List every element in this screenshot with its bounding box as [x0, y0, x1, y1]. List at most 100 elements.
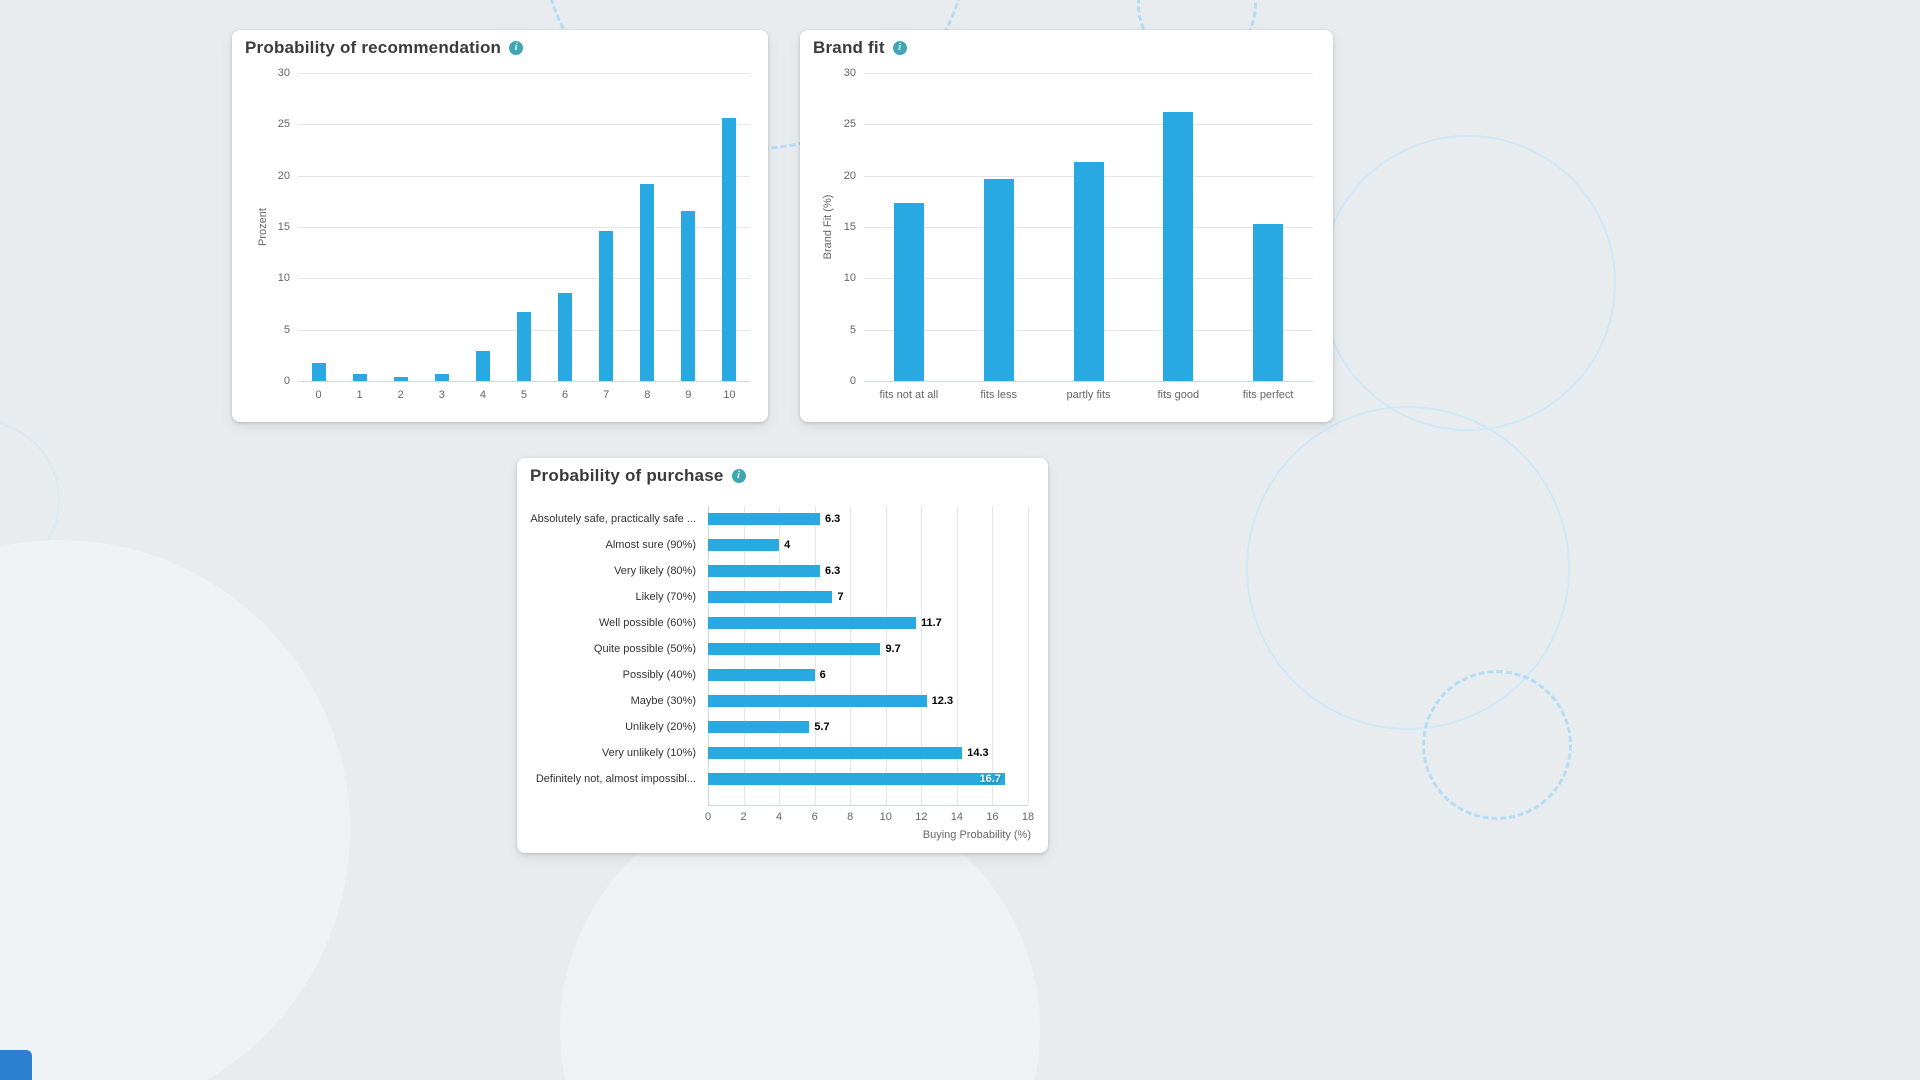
category-label: Definitely not, almost impossibl...	[535, 773, 696, 785]
x-axis-tick-label: 6	[811, 811, 818, 823]
y-axis-title: Brand Fit (%)	[822, 194, 834, 260]
value-label: 5.7	[814, 721, 830, 733]
x-axis-category-label: fits not at all	[879, 389, 939, 401]
y-axis-tick-label: 30	[277, 67, 290, 79]
gridline	[921, 506, 923, 805]
bar[interactable]	[1253, 223, 1284, 381]
category-label: Very likely (80%)	[614, 565, 696, 577]
x-axis-category-label: 8	[644, 389, 651, 401]
x-axis-title: Buying Probability (%)	[922, 829, 1031, 841]
x-axis-category-label: 4	[479, 389, 486, 401]
bar[interactable]	[708, 513, 820, 525]
info-icon[interactable]: i	[509, 41, 524, 55]
value-label: 6.3	[825, 513, 841, 525]
y-axis-tick-label: 20	[843, 169, 856, 182]
y-axis-tick-label: 0	[283, 375, 290, 387]
x-axis-category-label: fits less	[980, 389, 1018, 401]
gridline	[298, 175, 750, 177]
gridline	[850, 506, 852, 805]
y-axis-tick-label: 20	[277, 169, 290, 182]
y-axis-tick-label: 10	[277, 272, 290, 285]
chart-title: Probability of purchase	[530, 466, 724, 485]
x-axis-category-label: 5	[520, 389, 528, 401]
bar[interactable]	[599, 231, 614, 381]
x-axis-category-label: 1	[356, 389, 363, 401]
value-label: 6	[819, 669, 826, 681]
gridline	[885, 506, 887, 805]
bar[interactable]	[708, 773, 1005, 785]
info-icon[interactable]: i	[731, 469, 746, 483]
gridline	[814, 506, 816, 805]
bar[interactable]	[983, 178, 1014, 381]
x-axis-category-label: 0	[315, 389, 322, 401]
x-axis-tick-label: 2	[740, 811, 747, 823]
x-axis-line	[864, 381, 1313, 382]
y-axis-title: Prozent	[257, 208, 269, 246]
bar[interactable]	[1163, 112, 1194, 381]
value-label: 12.3	[931, 695, 954, 707]
bar[interactable]	[475, 351, 490, 381]
category-axis-line	[708, 506, 709, 805]
bar[interactable]	[893, 203, 924, 381]
y-axis-tick-label: 10	[843, 272, 856, 285]
category-label: Very unlikely (10%)	[601, 747, 696, 759]
category-label: Almost sure (90%)	[605, 539, 696, 551]
y-axis-tick-label: 30	[843, 67, 856, 79]
circle-decoration	[1320, 135, 1616, 431]
dashed-circle-decoration	[1422, 670, 1572, 820]
bar[interactable]	[311, 362, 326, 381]
gridline	[298, 227, 750, 228]
bar[interactable]	[1073, 162, 1104, 381]
circle-decoration	[1246, 406, 1570, 730]
bar[interactable]	[640, 183, 655, 381]
bar[interactable]	[722, 118, 737, 381]
x-axis-tick-label: 16	[986, 811, 999, 823]
bar[interactable]	[708, 565, 820, 577]
card-brand-fit: Brand fit i 0 5 10 15 20 25 30 fits not at all f…	[800, 30, 1333, 422]
bar[interactable]	[681, 210, 696, 381]
x-axis-tick-label: 14	[950, 811, 963, 823]
gridline	[298, 124, 750, 126]
category-label: Well possible (60%)	[598, 617, 696, 629]
chat-widget-corner[interactable]	[0, 1050, 32, 1080]
bar[interactable]	[708, 669, 815, 681]
gridline	[298, 278, 750, 280]
info-icon[interactable]: i	[892, 41, 907, 55]
bar[interactable]	[708, 695, 927, 707]
card-probability-of-recommendation: Probability of recommendation i 0 5 10 15 20…	[232, 30, 768, 422]
x-axis-category-label: fits good	[1157, 389, 1200, 401]
y-axis-tick-label: 0	[849, 375, 856, 387]
bar[interactable]	[708, 591, 833, 603]
x-axis-category-label: 10	[723, 389, 736, 401]
bar[interactable]	[393, 376, 408, 381]
gridline	[956, 506, 958, 805]
card-header: Brand fit i	[813, 38, 907, 58]
bar[interactable]	[352, 373, 367, 381]
bar[interactable]	[558, 292, 573, 381]
bar[interactable]	[434, 373, 449, 381]
x-axis-line	[298, 381, 750, 382]
card-header: Probability of recommendation i	[245, 38, 524, 58]
gridline	[864, 73, 1313, 74]
gridline	[298, 73, 750, 74]
gridline	[1028, 506, 1029, 805]
bar[interactable]	[708, 643, 881, 655]
x-axis-tick-label: 8	[847, 811, 854, 823]
bar[interactable]	[517, 312, 531, 381]
category-label: Possibly (40%)	[622, 669, 696, 681]
value-label: 11.7	[921, 617, 942, 629]
brand-fit-chart: 0 5 10 15 20 25 30 fits not at all fits less part…	[800, 30, 1333, 422]
category-label: Likely (70%)	[635, 591, 696, 603]
bar[interactable]	[708, 747, 963, 759]
y-axis-tick-label: 25	[843, 118, 856, 131]
bar[interactable]	[708, 617, 916, 629]
bar[interactable]	[708, 539, 780, 551]
category-label: Maybe (30%)	[630, 695, 696, 707]
circle-decoration	[0, 420, 60, 580]
y-axis-tick-label: 5	[849, 323, 856, 336]
y-axis-tick-label: 15	[277, 221, 290, 233]
y-axis-tick-label: 25	[277, 118, 290, 131]
value-label: 4	[784, 539, 791, 551]
bar[interactable]	[708, 721, 810, 733]
